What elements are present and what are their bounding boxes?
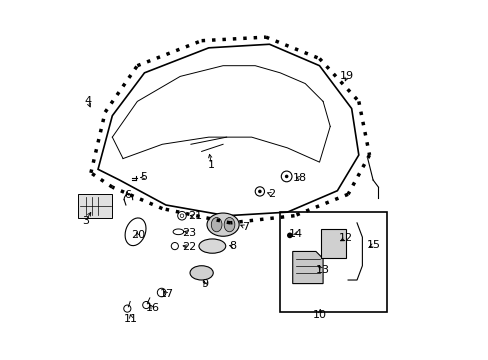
- Text: 16: 16: [145, 303, 159, 313]
- Text: 12: 12: [339, 233, 353, 243]
- Ellipse shape: [190, 266, 213, 280]
- Text: 3: 3: [82, 216, 89, 226]
- Text: 17: 17: [160, 289, 174, 299]
- Text: 10: 10: [313, 310, 326, 320]
- Text: 18: 18: [292, 173, 306, 183]
- Text: 21: 21: [188, 211, 202, 221]
- Text: 11: 11: [124, 314, 138, 324]
- Text: 15: 15: [366, 240, 380, 250]
- Text: 5: 5: [140, 172, 147, 182]
- Text: 2: 2: [267, 189, 274, 199]
- Text: 7: 7: [241, 222, 248, 232]
- FancyBboxPatch shape: [320, 229, 346, 257]
- Ellipse shape: [211, 217, 222, 232]
- Text: 14: 14: [288, 229, 303, 239]
- Circle shape: [258, 190, 261, 193]
- Text: 9: 9: [201, 279, 208, 289]
- Ellipse shape: [224, 217, 234, 232]
- Text: 8: 8: [229, 241, 236, 251]
- Bar: [280, 212, 386, 312]
- Ellipse shape: [199, 239, 225, 253]
- Text: 13: 13: [315, 265, 329, 275]
- Circle shape: [285, 175, 288, 178]
- Text: 22: 22: [182, 242, 196, 252]
- Text: 4: 4: [84, 96, 91, 107]
- Text: 23: 23: [182, 228, 196, 238]
- Ellipse shape: [206, 213, 239, 236]
- Circle shape: [286, 233, 292, 238]
- Text: 20: 20: [131, 230, 145, 240]
- FancyBboxPatch shape: [78, 194, 112, 217]
- Text: 1: 1: [208, 159, 215, 170]
- Polygon shape: [292, 251, 323, 284]
- Text: 6: 6: [123, 190, 131, 200]
- Text: 19: 19: [340, 71, 354, 81]
